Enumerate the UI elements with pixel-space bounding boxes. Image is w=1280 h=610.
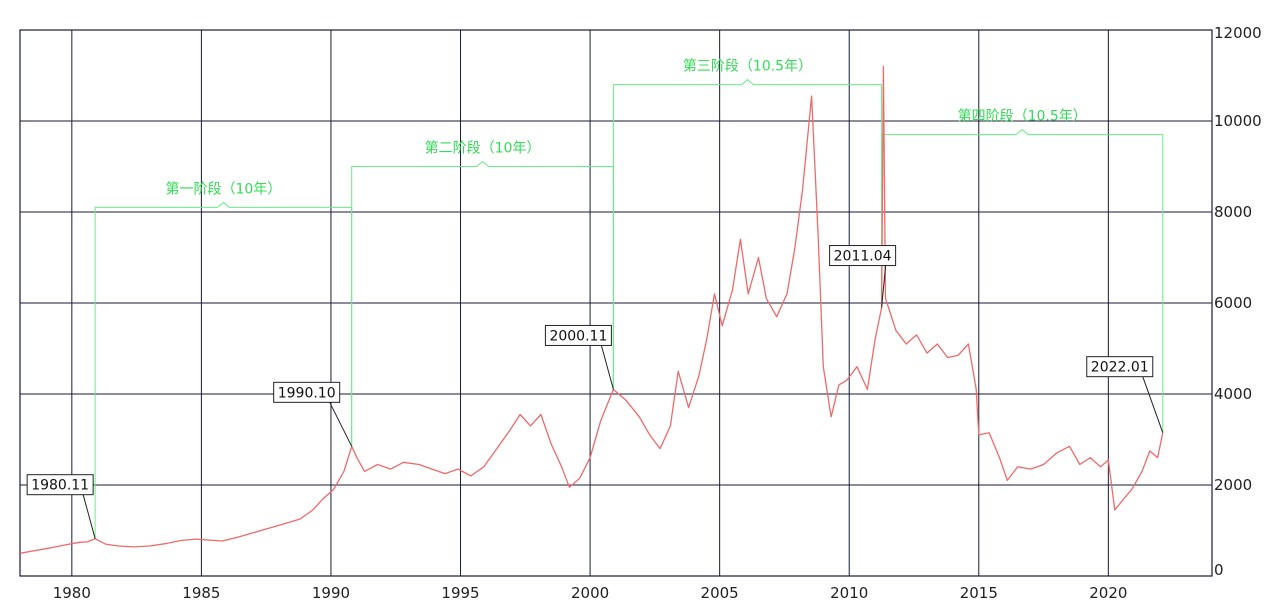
callout-leader bbox=[881, 265, 887, 308]
y-tick-label: 6000 bbox=[1214, 294, 1252, 312]
callout-label: 1980.11 bbox=[31, 478, 89, 494]
y-tick-label: 4000 bbox=[1214, 385, 1252, 403]
y-tick-label: 2000 bbox=[1214, 476, 1252, 494]
series bbox=[19, 65, 1164, 554]
phase-label: 第三阶段（10.5年） bbox=[683, 58, 812, 75]
callout-label: 2011.04 bbox=[834, 249, 892, 265]
callout-leader bbox=[82, 494, 96, 539]
callout-leader bbox=[600, 345, 614, 390]
plot-border bbox=[19, 29, 1213, 577]
callout-box bbox=[273, 381, 341, 403]
y-axis-ticks: 0 2000 4000 6000 8000 10000 12000 bbox=[1214, 24, 1262, 579]
x-tick-label: 2015 bbox=[960, 584, 998, 602]
y-tick-label: 8000 bbox=[1214, 203, 1252, 221]
y-tick-label: 12000 bbox=[1214, 24, 1262, 42]
x-tick-label: 2020 bbox=[1089, 584, 1127, 602]
callout-label: 2022.01 bbox=[1091, 360, 1149, 376]
x-tick-label: 2005 bbox=[701, 584, 739, 602]
callout-box bbox=[1086, 356, 1154, 378]
grid-horizontal bbox=[20, 120, 1212, 486]
phase-label: 第四阶段（10.5年） bbox=[958, 108, 1087, 125]
callout-box bbox=[544, 324, 612, 346]
x-tick-label: 1980 bbox=[53, 584, 91, 602]
phase-bracket bbox=[881, 128, 1164, 433]
price-line bbox=[19, 65, 1164, 554]
x-tick-label: 1985 bbox=[182, 584, 220, 602]
x-tick-label: 2010 bbox=[830, 584, 868, 602]
callout-label: 1990.10 bbox=[278, 385, 336, 401]
callout-leader bbox=[329, 402, 353, 447]
x-tick-label: 2000 bbox=[571, 584, 609, 602]
callout-label: 2000.11 bbox=[549, 328, 607, 344]
phase-brackets: 第一阶段（10年） 第二阶段（10年） 第三阶段（10.5年） 第四阶段（10.5年） bbox=[94, 58, 1164, 539]
callout-box bbox=[829, 245, 897, 267]
callout-box bbox=[26, 474, 94, 496]
x-axis-ticks: 1980 1985 1990 1995 2000 2005 2010 2015 2020 bbox=[53, 584, 1128, 602]
callouts: 1980.11 1990.10 2000.11 2011.04 2022.01 bbox=[26, 245, 1164, 539]
x-tick-label: 1990 bbox=[312, 584, 350, 602]
y-tick-label: 0 bbox=[1214, 561, 1224, 579]
callout-leader bbox=[1142, 376, 1164, 433]
y-tick-label: 10000 bbox=[1214, 112, 1262, 130]
phase-label: 第二阶段（10年） bbox=[425, 140, 541, 157]
phase-label: 第一阶段（10年） bbox=[166, 180, 282, 197]
x-tick-label: 1995 bbox=[441, 584, 479, 602]
phase-bracket bbox=[612, 78, 883, 390]
